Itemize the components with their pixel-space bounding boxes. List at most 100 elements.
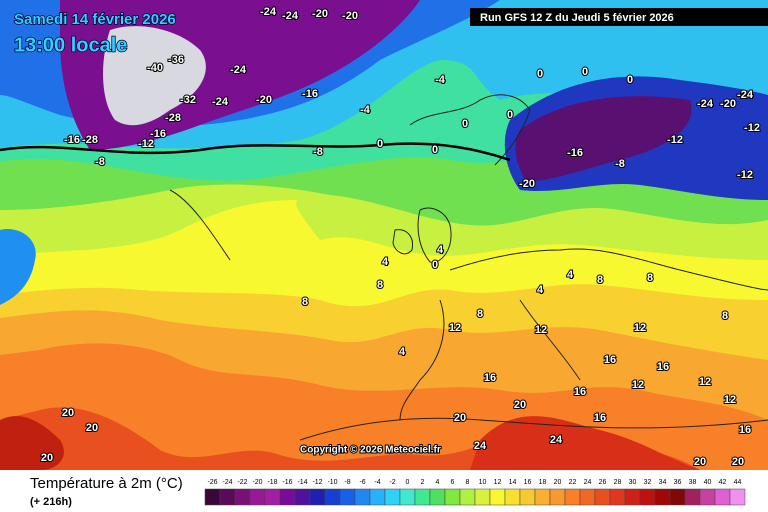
colorbar-swatch [519, 488, 536, 506]
temperature-label: 20 [514, 399, 526, 411]
temperature-label: 16 [484, 372, 496, 384]
colorbar-swatch [534, 488, 551, 506]
map-labels: -24 -24 -20 -20-40-36-24-28-32-28-24 -20 -16-… [40, 5, 761, 469]
colorbar-label: 14 [509, 479, 517, 486]
colorbar-swatch [549, 488, 566, 506]
temperature-label: 20 [62, 407, 74, 419]
temperature-label: 12 [449, 322, 461, 334]
temperature-label: 0 [507, 109, 513, 121]
colorbar-swatch [324, 488, 341, 506]
colorbar-label: 40 [704, 479, 712, 486]
temperature-label: -8 [313, 146, 323, 158]
temperature-label: 8 [722, 310, 728, 322]
temperature-label: 4 [567, 269, 574, 281]
copyright: Copyright © 2026 Meteociel.fr [300, 445, 441, 456]
colorbar-swatch [354, 488, 371, 506]
colorbar-label: 16 [524, 479, 532, 486]
temperature-label: -8 [615, 158, 625, 170]
temperature-label: -12 [744, 122, 760, 134]
colorbar-label: -26 [207, 479, 217, 486]
colorbar-swatch [459, 488, 476, 506]
colorbar-label: 0 [406, 479, 410, 486]
temperature-label: 12 [724, 394, 736, 406]
colorbar-label: 38 [689, 479, 697, 486]
colorbar-swatch [234, 488, 251, 506]
temperature-label: -24 [260, 6, 277, 18]
colorbar-label: 44 [734, 479, 742, 486]
colorbar-swatch [714, 488, 731, 506]
temperature-label: -20 [312, 8, 328, 20]
temperature-label: 20 [86, 422, 98, 434]
colorbar-label: -8 [344, 479, 350, 486]
temperature-label: -12 [667, 134, 683, 146]
temperature-label: -20 [342, 10, 358, 22]
colorbar-label: -20 [252, 479, 262, 486]
temperature-label: 0 [627, 74, 633, 86]
colorbar-swatch [219, 488, 236, 506]
temperature-label: 20 [732, 456, 744, 468]
temperature-label: -24 [230, 64, 247, 76]
temperature-label: -24 [282, 10, 299, 22]
colorbar-swatch [489, 488, 506, 506]
temperature-label: -40 [147, 62, 163, 74]
temperature-label: -16 [567, 147, 583, 159]
temperature-label: 20 [454, 412, 466, 424]
temperature-label: 0 [377, 138, 383, 150]
temperature-label: 12 [632, 379, 644, 391]
colorbar-label: 2 [421, 479, 425, 486]
colorbar-swatch [564, 488, 581, 506]
colorbar-swatch [414, 488, 431, 506]
temperature-label: 4 [537, 284, 544, 296]
legend-title: Température à 2m (°C) [30, 475, 183, 492]
colorbar-swatch [309, 488, 326, 506]
colorbar-label: 6 [451, 479, 455, 486]
colorbar-swatch [624, 488, 641, 506]
temperature-label: 20 [694, 456, 706, 468]
colorbar-swatch [444, 488, 461, 506]
colorbar-label: 18 [539, 479, 547, 486]
temperature-label: -12 [138, 138, 154, 150]
temperature-label: 12 [699, 376, 711, 388]
colorbar-label: 12 [494, 479, 502, 486]
zero-isotherm [0, 142, 511, 162]
coastlines [169, 94, 768, 441]
colorbar-label: 20 [554, 479, 562, 486]
colorbar-swatch [654, 488, 671, 506]
temperature-label: -24 [212, 96, 229, 108]
colorbar-swatch [249, 488, 266, 506]
colorbar-label: -4 [374, 479, 380, 486]
colorbar-swatch [294, 488, 311, 506]
temperature-label: 24 [550, 434, 563, 446]
temperature-label: -4 [360, 104, 371, 116]
colorbar-label: 22 [569, 479, 577, 486]
colorbar-label: -18 [267, 479, 277, 486]
colorbar-swatch [639, 488, 656, 506]
run-info: Run GFS 12 Z du Jeudi 5 février 2026 [480, 12, 674, 24]
temperature-label: 4 [437, 244, 444, 256]
temperature-label: 16 [739, 424, 751, 436]
colorbar-swatch [474, 488, 491, 506]
colorbar-label: 10 [479, 479, 487, 486]
temperature-label: -28 [165, 112, 181, 124]
temperature-label: 0 [432, 144, 438, 156]
temperature-label: 8 [377, 279, 383, 291]
colorbar-label: 8 [466, 479, 470, 486]
temperature-label: -24 [737, 89, 754, 101]
colorbar-swatch [669, 488, 686, 506]
temperature-label: 12 [535, 324, 547, 336]
temperature-label: 8 [647, 272, 653, 284]
colorbar-label: -10 [327, 479, 337, 486]
colorbar-label: 26 [599, 479, 607, 486]
colorbar-swatch [384, 488, 401, 506]
temperature-label: -16 [302, 88, 318, 100]
temperature-field [0, 0, 768, 470]
colorbar-label: 42 [719, 479, 727, 486]
colorbar-label: 32 [644, 479, 652, 486]
temperature-label: 4 [399, 346, 406, 358]
temperature-label: 12 [634, 322, 646, 334]
colorbar-label: -12 [312, 479, 322, 486]
colorbar-label: -24 [222, 479, 232, 486]
temperature-label: -36 [168, 54, 184, 66]
